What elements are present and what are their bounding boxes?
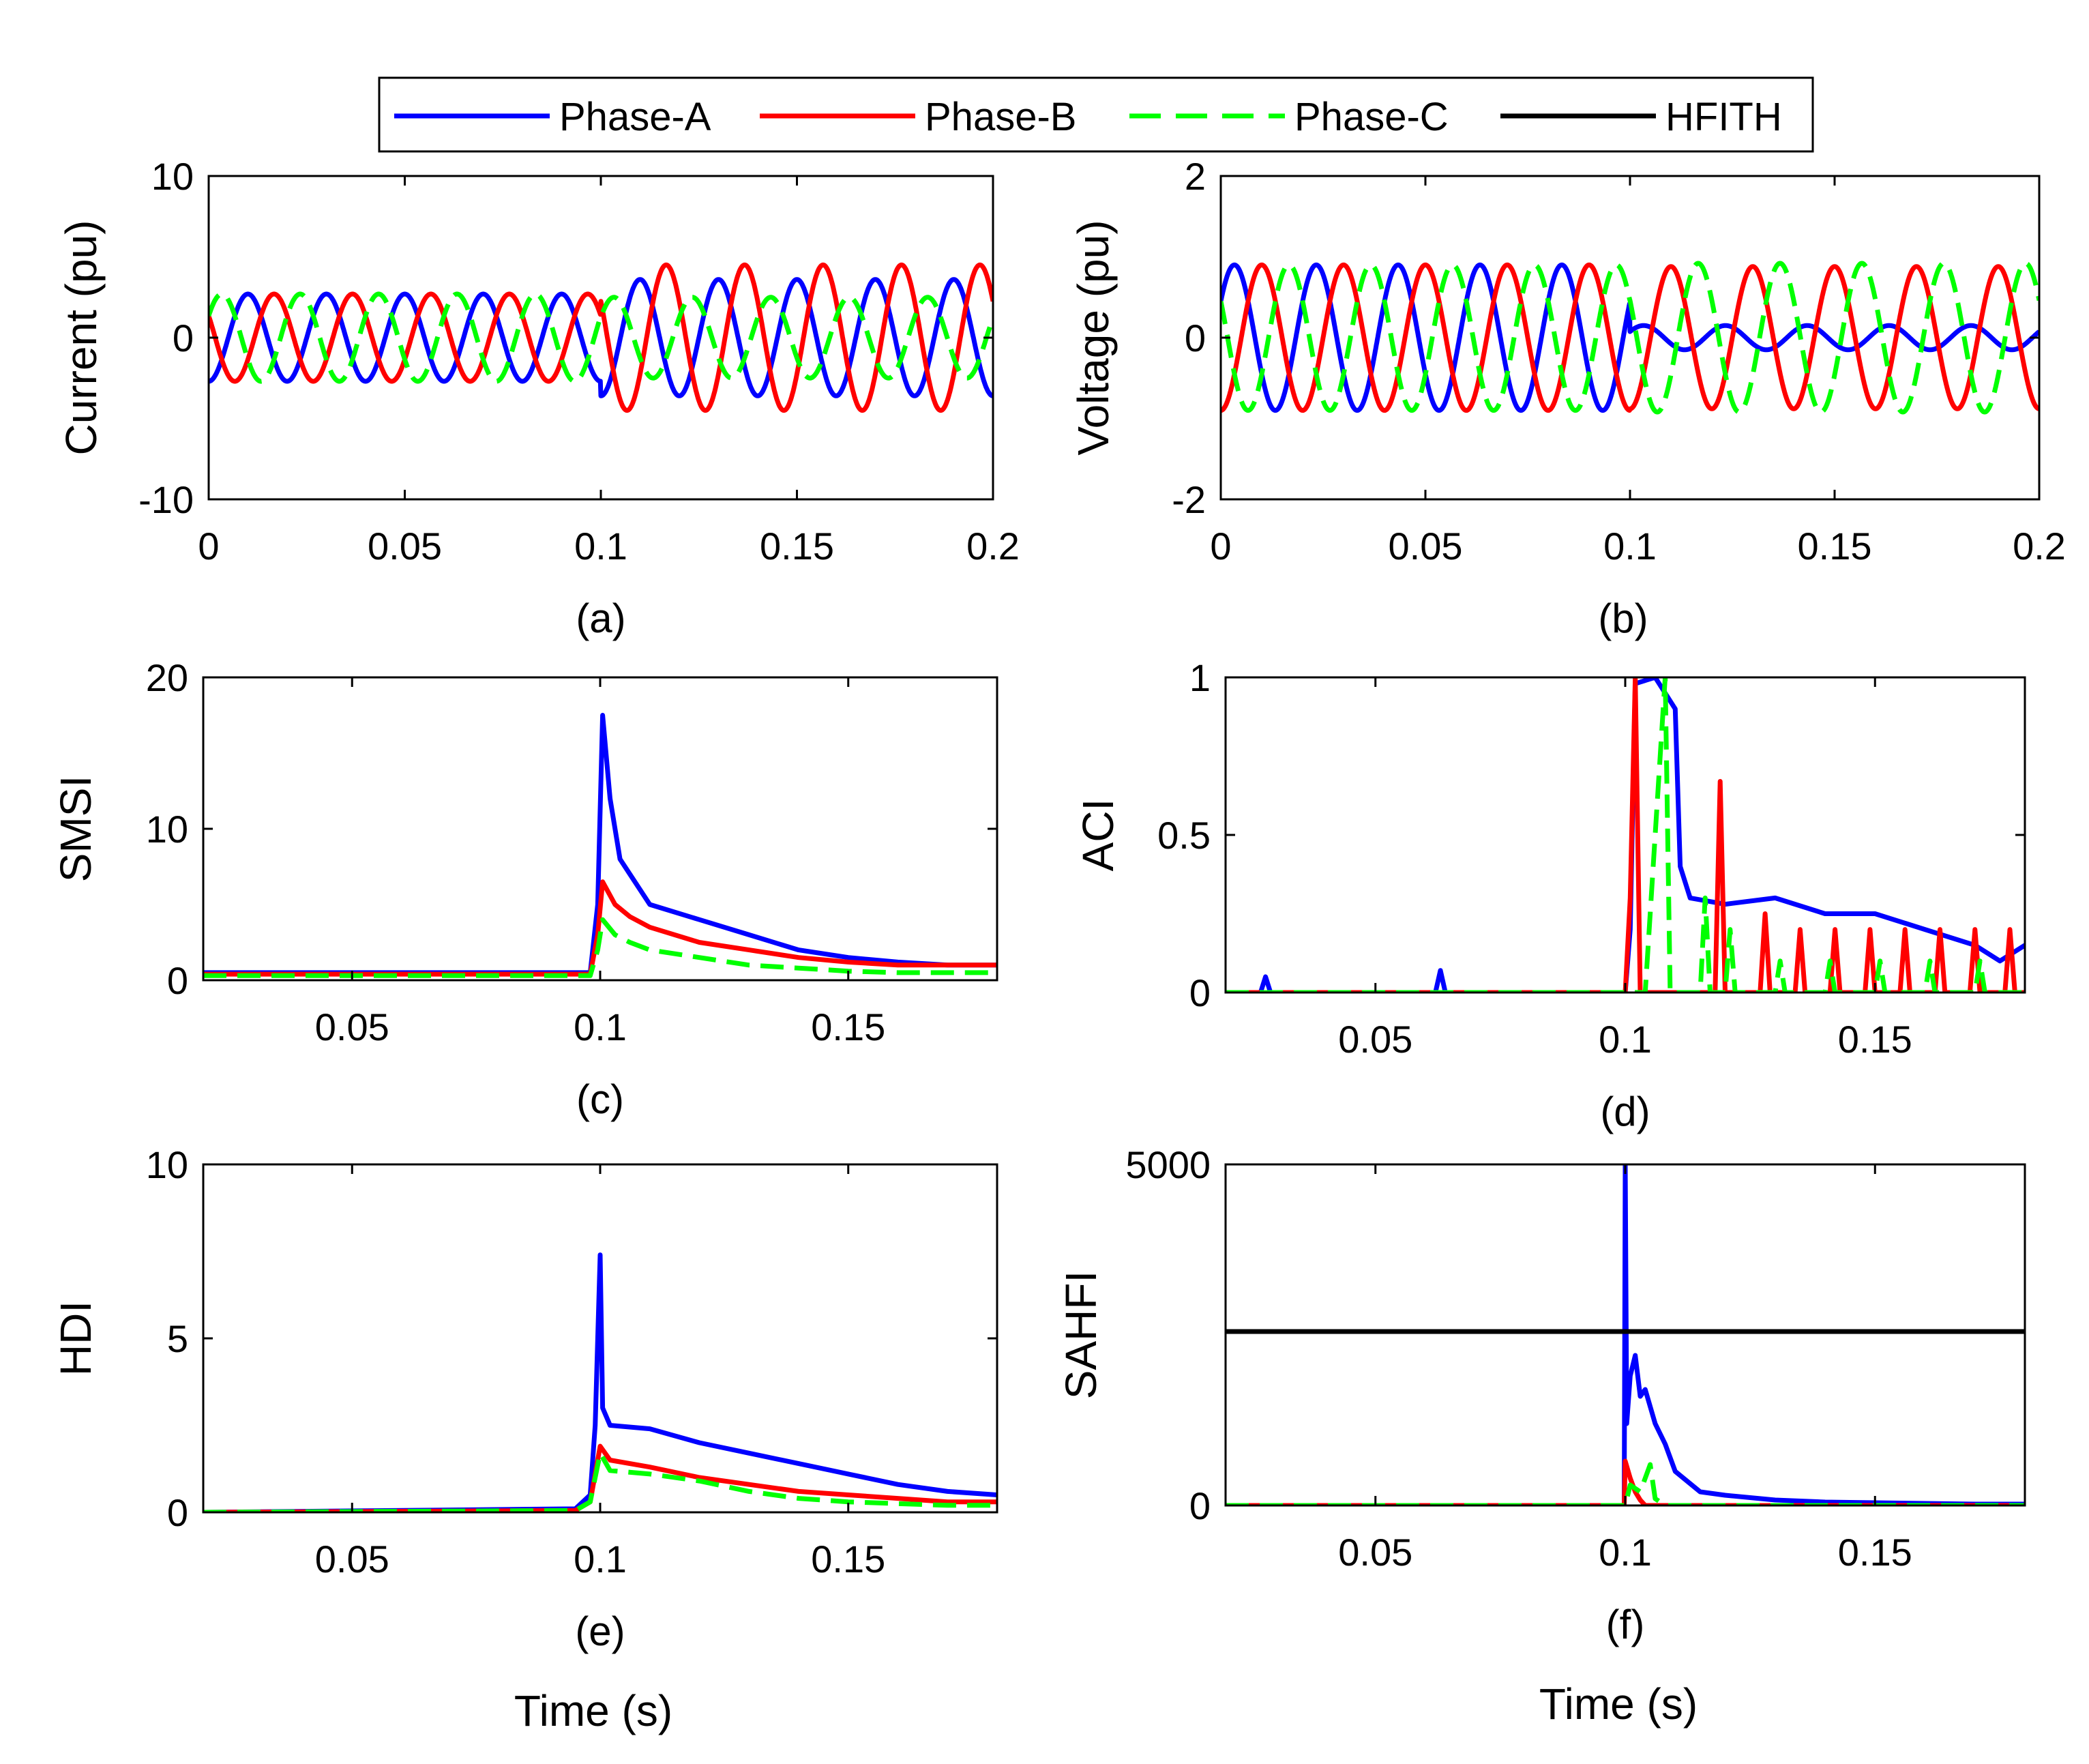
y-axis-label: Voltage (pu) [1069, 220, 1118, 455]
y-tick-label: 0 [1185, 317, 1206, 359]
series-line-phase-c [209, 291, 993, 384]
panel-a-series [209, 262, 993, 413]
x-tick-label: 0.1 [1603, 525, 1657, 568]
series-line-phase-c [203, 1450, 997, 1512]
series-line-phase-b [1221, 262, 2039, 413]
panel-a-axes-box [207, 175, 994, 501]
x-tick-label: 0.1 [574, 1005, 627, 1048]
y-tick-label: 10 [151, 155, 194, 198]
y-tick-label: 0 [167, 1491, 188, 1534]
x-tick-label: 0.1 [1599, 1531, 1652, 1574]
series-line-phase-a [203, 1252, 997, 1512]
x-tick-label: 0.05 [1338, 1018, 1412, 1061]
x-tick-label: 0.15 [1798, 525, 1872, 568]
panel-caption: (a) [576, 596, 625, 641]
panel-b-axes-box [1219, 175, 2041, 501]
panel-c-series [203, 713, 997, 978]
legend-label-phase-c: Phase-C [1294, 95, 1449, 139]
y-tick-label: 10 [146, 1143, 188, 1186]
x-tick-label: 0.05 [1389, 525, 1463, 568]
x-tick-label: 0.1 [574, 1538, 627, 1581]
series-line-phase-b [209, 262, 993, 413]
legend-label-phase-a: Phase-A [559, 95, 711, 139]
y-tick-label: 2 [1185, 155, 1206, 198]
panel-f-series [1226, 1164, 2025, 1505]
series-line-phase-b [1226, 677, 2025, 993]
panel-e: 0.05 0.1 0.15 0 5 10 HDI (e) Time (s) [51, 1143, 998, 1735]
panel-d: 0.05 0.1 0.15 0 0.5 1 ACI (d) [1073, 656, 2026, 1134]
x-tick-label: 0.15 [1838, 1531, 1912, 1574]
x-tick-label: 0.1 [1599, 1018, 1652, 1061]
legend-label-phase-b: Phase-B [925, 95, 1076, 139]
y-tick-label: 0 [167, 959, 188, 1002]
series-line-phase-c [203, 917, 997, 978]
series-line-phase-a [203, 713, 997, 975]
panel-caption: (c) [576, 1076, 624, 1122]
x-tick-label: 0.05 [315, 1005, 389, 1048]
legend-label-hfith: HFITH [1665, 95, 1782, 139]
panel-caption: (e) [575, 1608, 625, 1654]
panel-caption: (d) [1600, 1089, 1650, 1134]
series-line-phase-b [203, 879, 997, 977]
series-line-phase-c [1226, 1462, 2025, 1505]
panel-e-series [203, 1252, 997, 1512]
y-tick-label: 5 [167, 1317, 188, 1360]
panel-c: 0.05 0.1 0.15 0 10 20 SMSI (c) [51, 656, 998, 1122]
x-tick-label: 0.15 [811, 1005, 885, 1048]
y-tick-label: 0 [1189, 971, 1211, 1014]
x-tick-label: 0.05 [315, 1538, 389, 1581]
y-axis-label: SMSI [51, 776, 100, 882]
y-tick-label: 0.5 [1157, 814, 1211, 857]
series-line-phase-c [1226, 677, 2025, 993]
x-tick-label: 0.2 [966, 525, 1020, 568]
x-tick-label: 0.05 [1338, 1531, 1412, 1574]
y-tick-label: 20 [146, 656, 188, 699]
panel-d-series [1226, 677, 2025, 993]
y-axis-label: HDI [51, 1301, 100, 1376]
y-tick-label: 10 [146, 808, 188, 851]
series-line-phase-a [1226, 1164, 2025, 1505]
legend: Phase-A Phase-B Phase-C HFITH [378, 76, 1814, 153]
y-tick-label: -10 [138, 478, 194, 521]
series-line-phase-a [1221, 262, 2039, 413]
x-tick-label: 0.15 [811, 1538, 885, 1581]
y-tick-label: 0 [1189, 1484, 1211, 1527]
x-tick-label: 0.2 [2013, 525, 2066, 568]
y-tick-label: 0 [173, 317, 194, 359]
y-axis-label: SAHFI [1056, 1271, 1106, 1399]
x-tick-label: 0.1 [574, 525, 627, 568]
panel-caption: (f) [1606, 1602, 1645, 1647]
y-axis-label: ACI [1073, 799, 1123, 872]
panel-b-series [1221, 261, 2039, 415]
x-tick-label: 0.15 [760, 525, 834, 568]
x-axis-label: Time (s) [514, 1686, 672, 1735]
series-line-phase-c [1221, 261, 2039, 415]
y-tick-label: 1 [1189, 656, 1211, 699]
x-tick-label: 0.05 [368, 525, 442, 568]
panel-f: 0.05 0.1 0.15 0 5000 SAHFI (f) Time (s) [1056, 1143, 2026, 1729]
y-tick-label: 5000 [1125, 1143, 1211, 1186]
x-axis-label: Time (s) [1539, 1679, 1698, 1729]
x-tick-label: 0 [1210, 525, 1231, 568]
y-axis-label: Current (pu) [57, 220, 106, 456]
x-tick-label: 0 [198, 525, 219, 568]
x-tick-label: 0.15 [1838, 1018, 1912, 1061]
panel-caption: (b) [1598, 596, 1648, 641]
y-tick-label: -2 [1172, 478, 1206, 521]
